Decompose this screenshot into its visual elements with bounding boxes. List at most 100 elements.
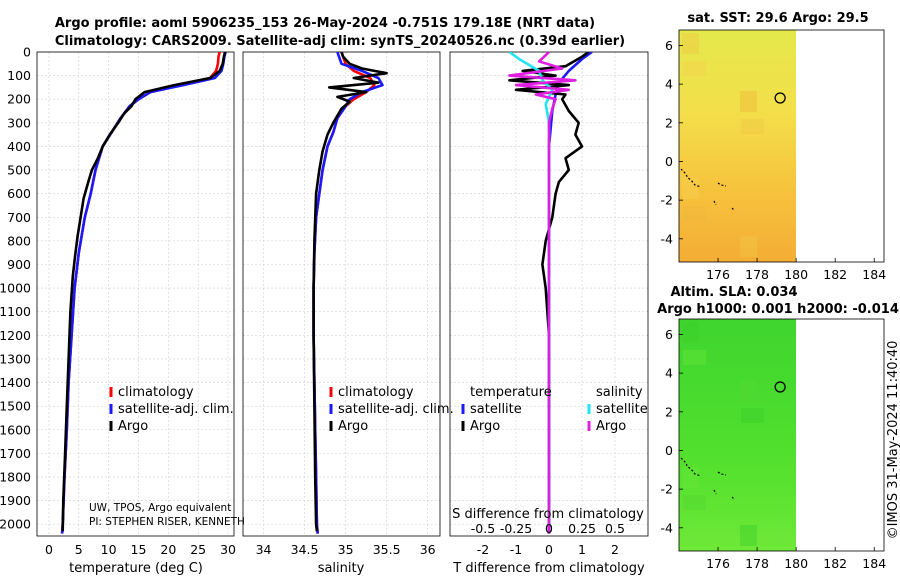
map-x-tick-label: 180 xyxy=(784,267,808,282)
x-tick-label: 5 xyxy=(75,542,83,557)
map-texture-patch xyxy=(682,467,699,488)
salinity-difference-tick: 0.25 xyxy=(568,521,596,536)
depth-tick-label: 1800 xyxy=(0,469,31,484)
salinity-legend: climatology satellite-adj. clim. Argo xyxy=(329,385,454,434)
x-tick-label: 34.5 xyxy=(291,542,319,557)
note-line-1: UW, TPOS, Argo equivalent xyxy=(89,502,231,514)
legend-climatology: climatology xyxy=(118,385,194,400)
legend-t-satellite: satellite xyxy=(470,402,522,417)
x-tick-label: 10 xyxy=(101,542,117,557)
salinity-xticks: 34 34.5 35 35.5 36 xyxy=(256,542,436,557)
map-y-tick-label: 6 xyxy=(665,327,673,342)
salinity-difference-tick: -0.25 xyxy=(500,521,532,536)
sla-map-subtitle: Argo h1000: 0.001 h2000: -0.014 xyxy=(657,302,899,317)
difference-series xyxy=(508,52,593,534)
depth-tick-label: 1300 xyxy=(0,351,31,366)
map-texture-patch xyxy=(740,380,757,401)
map-x-tick-label: 180 xyxy=(784,556,808,571)
legend-satellite: satellite-adj. clim. xyxy=(338,402,454,417)
map-texture-patch xyxy=(683,350,706,365)
difference-xticks: -2 -1 0 1 2 xyxy=(477,542,619,557)
legend-argo: Argo xyxy=(338,419,368,434)
series-s-argo xyxy=(508,52,577,534)
salinity-difference-tick: 0.5 xyxy=(605,521,625,536)
map-texture-patch xyxy=(682,322,699,343)
x-tick-label: 15 xyxy=(131,542,147,557)
salinity-panel: 34 34.5 35 35.5 36 salinity climatology sate… xyxy=(242,51,454,576)
salinity-difference-tick: 0 xyxy=(545,521,553,536)
depth-tick-label: 900 xyxy=(7,257,31,272)
sla-map-title: Altim. SLA: 0.034 xyxy=(671,285,798,300)
x-tick-label: 0 xyxy=(45,542,53,557)
x-tick-label: 36 xyxy=(420,542,436,557)
map-y-tick-label: 4 xyxy=(665,77,673,92)
map-x-tick-label: 184 xyxy=(862,267,886,282)
legend-s-satellite: satellite xyxy=(596,402,648,417)
depth-tick-label: 800 xyxy=(7,233,31,248)
map-y-tick-label: 0 xyxy=(665,154,673,169)
sst-texture xyxy=(682,33,764,257)
difference-panel: -2 -1 0 1 2 -0.5 -0.25 0 0.25 0.5 S difference f… xyxy=(449,51,649,576)
x-tick-label: 30 xyxy=(220,542,236,557)
map-texture-patch xyxy=(683,61,706,76)
temperature-series xyxy=(60,52,227,534)
map-x-tick-label: 182 xyxy=(823,556,847,571)
depth-tick-label: 1500 xyxy=(0,399,31,414)
temperature-xlabel: temperature (deg C) xyxy=(69,561,203,576)
sst-map-title: sat. SST: 29.6 Argo: 29.5 xyxy=(687,11,868,26)
temperature-xticks: 0 5 10 15 20 25 30 xyxy=(45,542,236,557)
x-tick-label: 20 xyxy=(160,542,176,557)
note-line-2: PI: STEPHEN RISER, KENNETH xyxy=(89,516,245,528)
x-tick-label: 25 xyxy=(190,542,206,557)
x-tick-label: 0 xyxy=(545,542,553,557)
depth-tick-label: 400 xyxy=(7,139,31,154)
sst-map-panel: sat. SST: 29.6 Argo: 29.5 176 178 180 182 18… xyxy=(661,11,887,282)
map-x-tick-label: 178 xyxy=(745,556,769,571)
series-argo xyxy=(61,52,227,532)
imos-credit: ©IMOS 31-May-2024 11:40:40 xyxy=(886,341,900,540)
sla-map-panel: Altim. SLA: 0.034 Argo h1000: 0.001 h200… xyxy=(657,285,899,571)
map-y-tick-label: 2 xyxy=(665,115,673,130)
series-climatology xyxy=(312,52,376,534)
legend-salinity-heading: salinity xyxy=(596,385,643,400)
map-texture-patch xyxy=(740,91,757,112)
temperature-legend: climatology satellite-adj. clim. Argo xyxy=(109,385,234,434)
map-texture-patch xyxy=(682,178,699,199)
series-climatology xyxy=(60,52,221,534)
sst-map-frame xyxy=(678,29,885,263)
argo-position-marker xyxy=(774,92,786,104)
x-tick-label: 34 xyxy=(256,542,272,557)
legend-satellite: satellite-adj. clim. xyxy=(118,402,234,417)
map-y-tick-label: -2 xyxy=(661,482,673,497)
temperature-frame xyxy=(36,51,235,537)
depth-tick-label: 0 xyxy=(23,45,31,60)
island-coastline xyxy=(680,457,735,500)
map-y-tick-label: 4 xyxy=(665,366,673,381)
sla-map-frame xyxy=(678,318,885,552)
map-x-tick-label: 178 xyxy=(745,267,769,282)
series-t-argo xyxy=(508,52,590,532)
salinity-xlabel: salinity xyxy=(318,561,365,576)
temperature-panel: 0 5 10 15 20 25 30 0 100 200 300 400 500 600 700 800 90… xyxy=(0,45,245,577)
salinity-series xyxy=(312,52,388,534)
map-y-tick-label: 0 xyxy=(665,443,673,458)
depth-tick-label: 100 xyxy=(7,68,31,83)
depth-tick-label: 1700 xyxy=(0,446,31,461)
depth-tick-label: 1900 xyxy=(0,493,31,508)
island-coastline xyxy=(680,168,735,211)
depth-ticks: 0 100 200 300 400 500 600 700 800 900 1000 1100 1200… xyxy=(0,45,31,532)
legend-s-argo: Argo xyxy=(596,419,626,434)
series-t-satellite xyxy=(547,52,593,534)
depth-tick-label: 1000 xyxy=(0,281,31,296)
map-texture-patch xyxy=(683,495,706,510)
argo-position-marker xyxy=(774,381,786,393)
salinity-difference-ticks: -0.5 -0.25 0 0.25 0.5 xyxy=(471,521,625,536)
map-texture-patch xyxy=(683,206,706,221)
depth-tick-label: 200 xyxy=(7,92,31,107)
series-satellite-adj-clim xyxy=(312,52,384,534)
depth-tick-label: 600 xyxy=(7,186,31,201)
map-texture-patch xyxy=(740,525,757,546)
depth-tick-label: 1400 xyxy=(0,375,31,390)
x-tick-label: 1 xyxy=(578,542,586,557)
